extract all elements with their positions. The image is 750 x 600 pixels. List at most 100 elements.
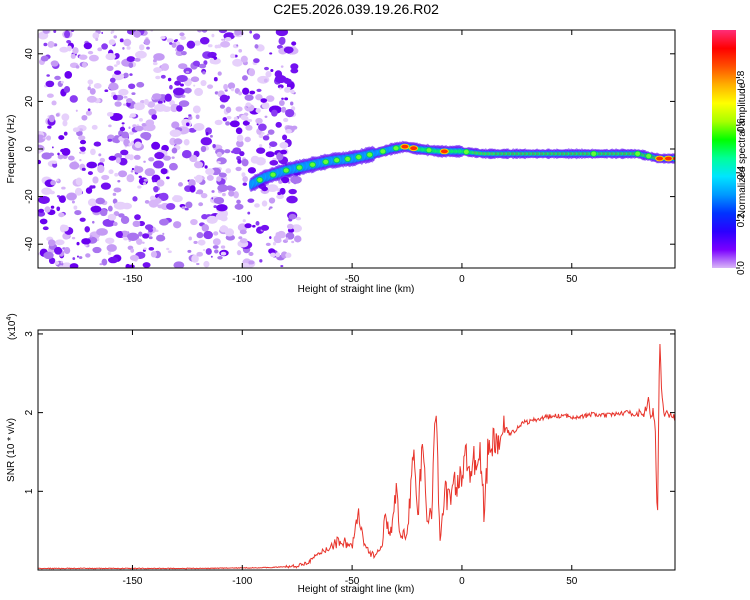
noise-speckle — [55, 113, 60, 117]
noise-speckle — [47, 41, 55, 48]
noise-speckle — [269, 160, 279, 166]
noise-speckle — [80, 146, 86, 152]
noise-speckle — [63, 247, 71, 254]
noise-speckle — [106, 244, 117, 252]
noise-speckle — [190, 219, 198, 226]
noise-speckle — [180, 50, 187, 56]
noise-speckle — [203, 260, 210, 268]
y-tick-label: 0 — [24, 146, 35, 152]
noise-speckle — [277, 191, 282, 196]
noise-speckle — [280, 65, 284, 68]
noise-speckle — [64, 71, 73, 79]
noise-speckle — [276, 230, 286, 239]
noise-speckle — [203, 60, 208, 66]
noise-speckle — [112, 137, 119, 143]
noise-speckle — [291, 240, 295, 244]
noise-speckle — [48, 114, 55, 123]
noise-speckle — [227, 82, 236, 90]
noise-speckle — [86, 95, 97, 103]
x-tick-label: 0 — [459, 576, 465, 587]
noise-speckle — [83, 42, 93, 50]
trace-blob — [655, 155, 665, 162]
colorbar-ticks: 0.0 0.2 0.4 0.6 0.8 — [736, 70, 747, 275]
noise-speckle — [148, 199, 159, 208]
noise-speckle — [123, 138, 131, 147]
noise-speckle — [99, 157, 106, 163]
noise-speckle — [265, 151, 275, 158]
noise-speckle — [55, 239, 65, 246]
noise-speckle — [202, 248, 206, 252]
noise-speckle — [47, 125, 52, 129]
noise-speckle — [38, 208, 45, 213]
snr-series — [38, 343, 675, 570]
noise-speckle — [286, 78, 292, 85]
noise-speckle — [122, 47, 125, 50]
y-tick-label: 3 — [24, 331, 35, 337]
noise-speckle — [266, 184, 279, 192]
noise-speckle — [261, 200, 268, 207]
noise-speckle — [38, 159, 42, 165]
noise-speckle — [58, 195, 66, 203]
x-tick-label: 50 — [566, 274, 578, 285]
snr-frame — [37, 329, 676, 571]
noise-speckle — [285, 237, 289, 241]
x-tick-label: -50 — [345, 274, 360, 285]
noise-speckle — [290, 63, 299, 70]
noise-speckle — [78, 256, 83, 259]
noise-speckle — [61, 262, 73, 268]
noise-speckle — [120, 215, 130, 225]
noise-speckle — [54, 246, 63, 255]
noise-speckle — [107, 256, 119, 264]
noise-speckle — [114, 101, 122, 107]
noise-speckle — [221, 38, 224, 41]
noise-speckle — [123, 237, 129, 241]
noise-speckle — [261, 102, 270, 110]
noise-speckle — [71, 200, 75, 204]
noise-speckle — [112, 94, 118, 101]
noise-speckle — [176, 74, 188, 83]
noise-speckle — [185, 122, 190, 127]
noise-speckle — [58, 265, 64, 268]
noise-speckle — [200, 145, 207, 153]
noise-speckle — [235, 106, 243, 112]
snr-y-label: SNR (10 * v/v) — [6, 418, 17, 482]
noise-speckle — [259, 144, 263, 148]
noise-speckle — [196, 251, 203, 257]
noise-speckle — [236, 134, 244, 142]
noise-speckle — [230, 87, 235, 92]
noise-speckle — [81, 167, 86, 171]
noise-speckle — [282, 134, 288, 141]
noise-speckle — [192, 105, 201, 114]
noise-speckle — [129, 73, 133, 76]
noise-speckle — [242, 182, 248, 186]
noise-speckle — [244, 136, 251, 143]
noise-speckle — [258, 123, 267, 131]
noise-speckle — [162, 232, 165, 235]
x-tick-label: -150 — [122, 274, 142, 285]
trace-blob — [366, 151, 374, 158]
noise-speckle — [132, 220, 141, 228]
noise-speckle — [217, 255, 223, 260]
noise-speckle — [133, 154, 141, 160]
y-tick-label: 2 — [24, 409, 35, 415]
noise-speckle — [60, 80, 64, 84]
noise-speckle — [267, 129, 275, 135]
noise-speckle — [171, 147, 178, 154]
noise-speckle — [209, 134, 213, 138]
noise-speckle — [220, 251, 227, 256]
noise-speckle — [279, 87, 282, 90]
noise-speckle — [143, 132, 151, 141]
noise-speckle — [201, 30, 208, 33]
noise-speckle — [134, 57, 141, 62]
noise-speckle — [60, 224, 69, 232]
noise-speckle — [115, 157, 121, 164]
noise-speckle — [95, 197, 106, 205]
noise-speckle — [270, 69, 274, 72]
trace-blob — [309, 161, 317, 168]
noise-speckle — [205, 248, 212, 255]
noise-speckle — [222, 192, 226, 197]
noise-speckle — [129, 115, 133, 118]
noise-speckle — [290, 101, 294, 106]
noise-speckle — [269, 206, 273, 209]
noise-speckle — [108, 39, 116, 46]
